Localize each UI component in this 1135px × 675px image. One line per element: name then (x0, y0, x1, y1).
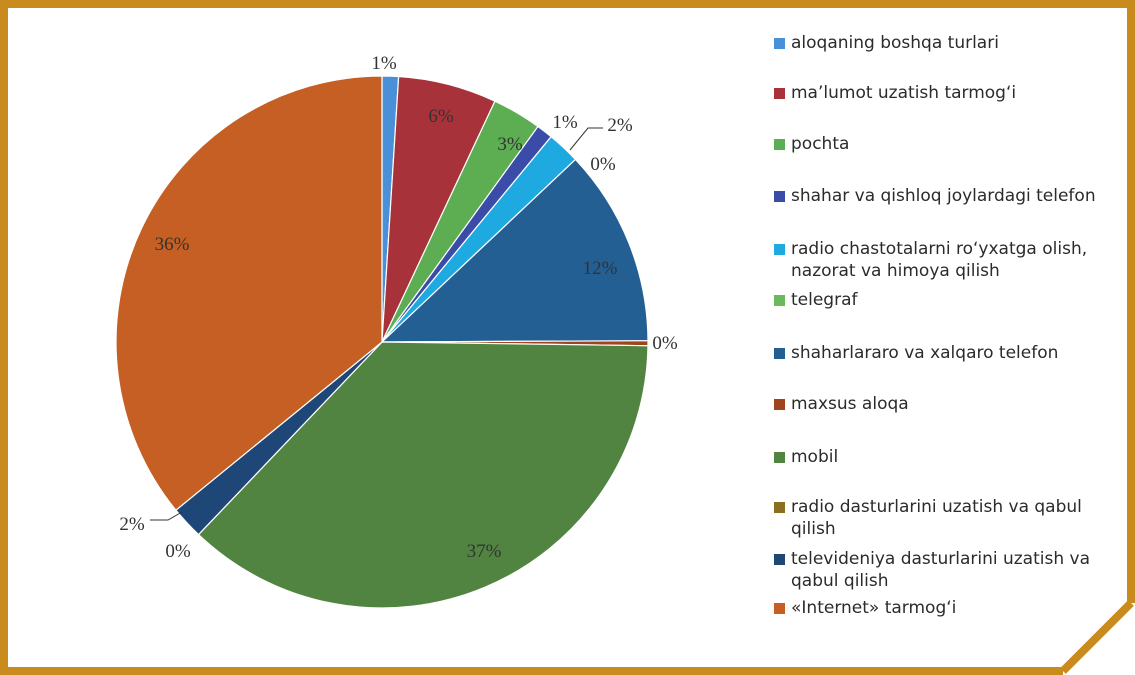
data-label-1: 1% (371, 53, 397, 74)
legend-swatch (774, 244, 785, 255)
legend-item: maxsus aloqa (774, 393, 1111, 415)
data-label-2: 6% (428, 106, 454, 127)
legend-swatch (774, 295, 785, 306)
legend-item: televideniya dasturlarini uzatish va qab… (774, 548, 1111, 592)
data-label-9: 37% (467, 541, 502, 562)
legend-swatch (774, 348, 785, 359)
pie-slice-12 (115, 75, 383, 512)
legend-label: aloqaning boshqa turlari (791, 33, 999, 53)
legend-item: shaharlararo va xalqaro telefon (774, 342, 1111, 364)
legend-label: maxsus aloqa (791, 394, 909, 414)
data-label-11: 2% (119, 514, 145, 535)
legend-item: aloqaning boshqa turlari (774, 32, 1111, 54)
data-labels: 1% 6% 3% 1% 2% 0% 12% 0% 37% 0% 2% 36% (119, 53, 678, 562)
legend-swatch (774, 191, 785, 202)
data-label-12: 36% (155, 234, 190, 255)
legend-label: shaharlararo va xalqaro telefon (791, 343, 1059, 363)
pie-chart: 1% 6% 3% 1% 2% 0% 12% 0% 37% 0% 2% 36% (115, 53, 678, 609)
data-label-3: 3% (497, 134, 523, 155)
legend-swatch (774, 139, 785, 150)
legend-swatch (774, 502, 785, 513)
legend-swatch (774, 554, 785, 565)
legend-item: telegraf (774, 289, 1111, 311)
legend-label: radio dasturlarini uzatish va qabul qili… (791, 497, 1082, 539)
legend-label: radio chastotalarni ro‘yxatga olish, naz… (791, 239, 1088, 281)
data-label-6: 0% (590, 154, 616, 175)
legend-label: shahar va qishloq joylardagi telefon (791, 186, 1096, 206)
data-label-8: 0% (652, 333, 678, 354)
frame-corner-cut (1060, 600, 1134, 674)
leader-lines (150, 127, 603, 521)
legend-swatch (774, 38, 785, 49)
legend-label: telegraf (791, 290, 858, 310)
legend-item: mobil (774, 446, 1111, 468)
legend-label: «Internet» tarmog‘i (791, 598, 957, 618)
legend-item: radio dasturlarini uzatish va qabul qili… (774, 496, 1111, 540)
legend-item: ma’lumot uzatish tarmog‘i (774, 82, 1111, 104)
legend-label: ma’lumot uzatish tarmog‘i (791, 83, 1017, 103)
legend-item: «Internet» tarmog‘i (774, 597, 1111, 619)
legend-label: pochta (791, 134, 850, 154)
legend-label: televideniya dasturlarini uzatish va qab… (791, 549, 1090, 591)
leader-line-11 (150, 511, 183, 521)
legend-item: shahar va qishloq joylardagi telefon (774, 185, 1111, 207)
legend-swatch (774, 452, 785, 463)
legend-label: mobil (791, 447, 839, 467)
pie-slice-7 (380, 158, 649, 343)
legend-item: pochta (774, 133, 1111, 155)
legend-swatch (774, 399, 785, 410)
leader-line-5 (569, 127, 603, 151)
legend-item: radio chastotalarni ro‘yxatga olish, naz… (774, 238, 1111, 282)
legend: aloqaning boshqa turlari ma’lumot uzatish… (774, 0, 1114, 675)
data-label-4: 1% (552, 112, 578, 133)
data-label-5: 2% (607, 115, 633, 136)
pie-slice-9 (197, 341, 649, 609)
data-label-10: 0% (165, 541, 191, 562)
data-label-7: 12% (583, 258, 618, 279)
legend-swatch (774, 88, 785, 99)
pie-slices (115, 75, 649, 609)
legend-swatch (774, 603, 785, 614)
